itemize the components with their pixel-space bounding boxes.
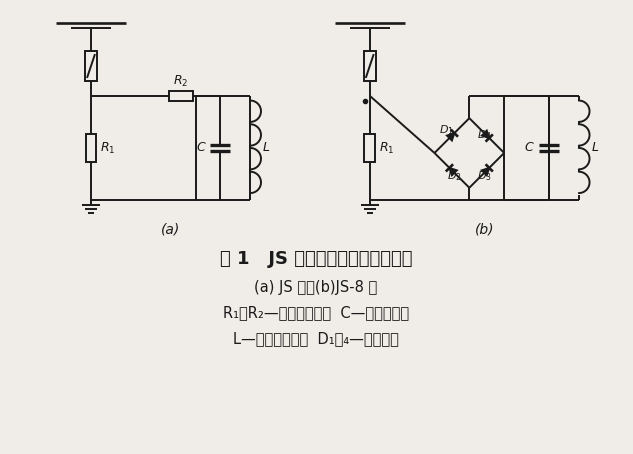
Text: L—记数器线圈；  D₁～₄—硅二极管: L—记数器线圈； D₁～₄—硅二极管 (233, 331, 399, 346)
Text: $R_2$: $R_2$ (173, 74, 188, 89)
Text: $L$: $L$ (591, 142, 599, 154)
Text: (a): (a) (161, 223, 180, 237)
Text: (b): (b) (475, 223, 494, 237)
Bar (168, 91, 192, 101)
Bar (364, 51, 376, 81)
Text: $R_1$: $R_1$ (100, 140, 115, 156)
Text: 图 1   JS 型动作记数器的原理接线: 图 1 JS 型动作记数器的原理接线 (220, 250, 412, 268)
Text: $R_1$: $R_1$ (379, 140, 394, 156)
Text: $D_3$: $D_3$ (477, 169, 492, 183)
Polygon shape (482, 168, 489, 175)
Polygon shape (482, 131, 489, 138)
Bar (364, 134, 375, 162)
Text: $L$: $L$ (262, 142, 270, 154)
Polygon shape (447, 133, 454, 140)
Text: $D_4$: $D_4$ (477, 128, 492, 142)
Bar (85, 134, 96, 162)
Text: $C$: $C$ (524, 142, 535, 154)
Polygon shape (449, 168, 457, 175)
Bar (85, 51, 97, 81)
Text: $D_2$: $D_2$ (447, 169, 461, 183)
Text: $D_1$: $D_1$ (439, 123, 454, 137)
Text: $C$: $C$ (196, 142, 206, 154)
Text: (a) JS 型；(b)JS-8 型: (a) JS 型；(b)JS-8 型 (254, 280, 378, 295)
Text: R₁、R₂—非线性电阻；  C—贮能电容器: R₁、R₂—非线性电阻； C—贮能电容器 (223, 306, 409, 321)
